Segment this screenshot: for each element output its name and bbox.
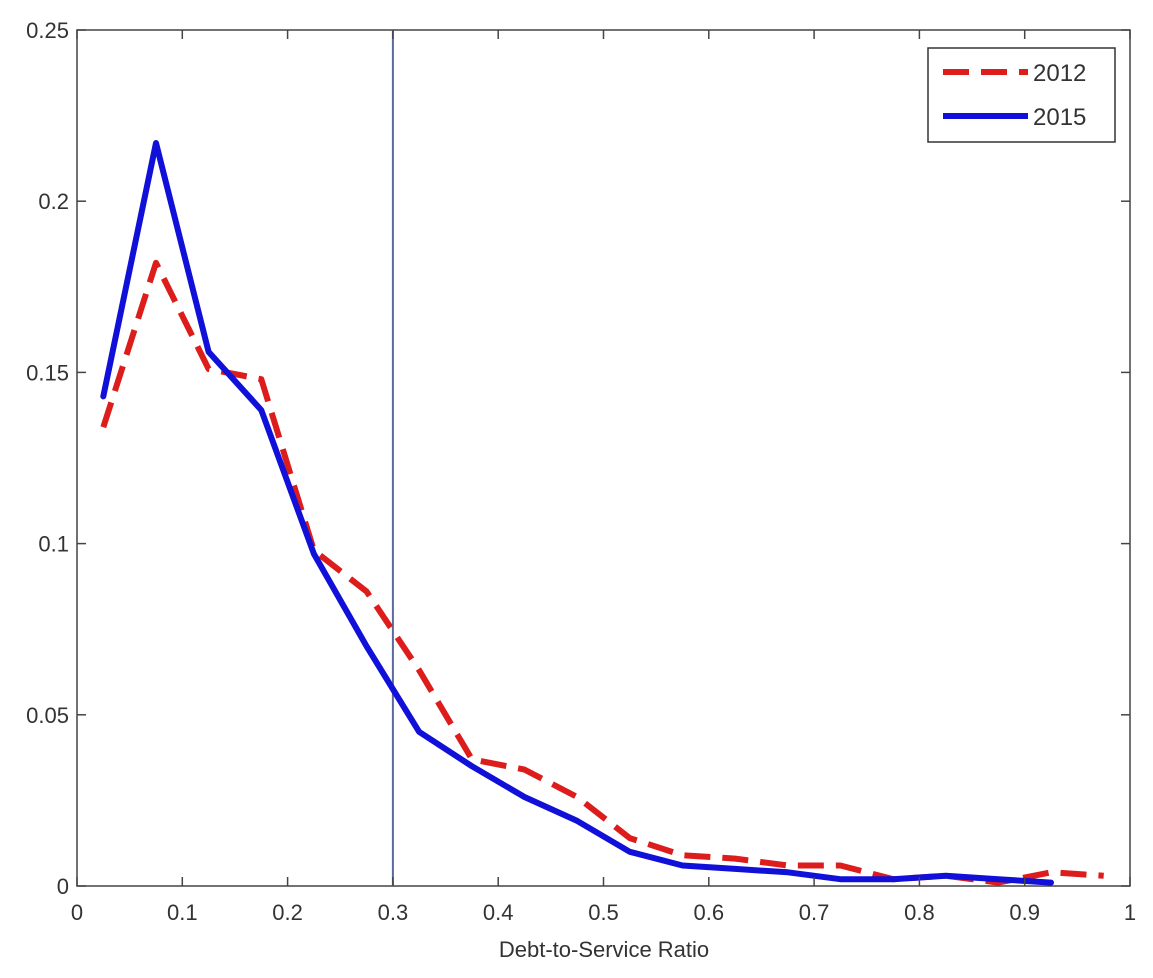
plot-area <box>76 29 1131 887</box>
x-tick-label: 0.8 <box>904 900 935 925</box>
y-tick-label: 0 <box>57 874 69 899</box>
x-axis-title: Debt-to-Service Ratio <box>499 937 709 962</box>
y-axis-ticks: 0 0.05 0.1 0.15 0.2 0.25 <box>26 18 1130 899</box>
legend-box <box>927 47 1116 143</box>
y-tick-label: 0.2 <box>38 189 69 214</box>
x-tick-label: 0.3 <box>378 900 409 925</box>
x-tick-label: 0.1 <box>167 900 198 925</box>
y-tick-label: 0.05 <box>26 703 69 728</box>
x-tick-label: 0.6 <box>694 900 725 925</box>
legend-label-2012: 2012 <box>1033 60 1086 87</box>
y-tick-label: 0.15 <box>26 360 69 385</box>
legend-label-2015: 2015 <box>1033 104 1086 131</box>
x-tick-label: 0.2 <box>272 900 303 925</box>
x-tick-label: 0.9 <box>1009 900 1040 925</box>
series-line-2015 <box>100 140 1054 886</box>
series-line-2012 <box>100 259 1104 886</box>
y-tick-label: 0.1 <box>38 532 69 557</box>
y-tick-label: 0.25 <box>26 18 69 43</box>
x-tick-label: 0.5 <box>588 900 619 925</box>
legend: 2012 2015 <box>927 47 1116 143</box>
x-tick-label: 1 <box>1124 900 1136 925</box>
x-tick-label: 0 <box>71 900 83 925</box>
x-axis-ticks: 0 0.1 0.2 0.3 0.4 0.5 0.6 0.7 0.8 0.9 1 <box>71 30 1136 925</box>
x-tick-label: 0.4 <box>483 900 514 925</box>
series-layer <box>100 140 1104 886</box>
x-tick-label: 0.7 <box>799 900 830 925</box>
